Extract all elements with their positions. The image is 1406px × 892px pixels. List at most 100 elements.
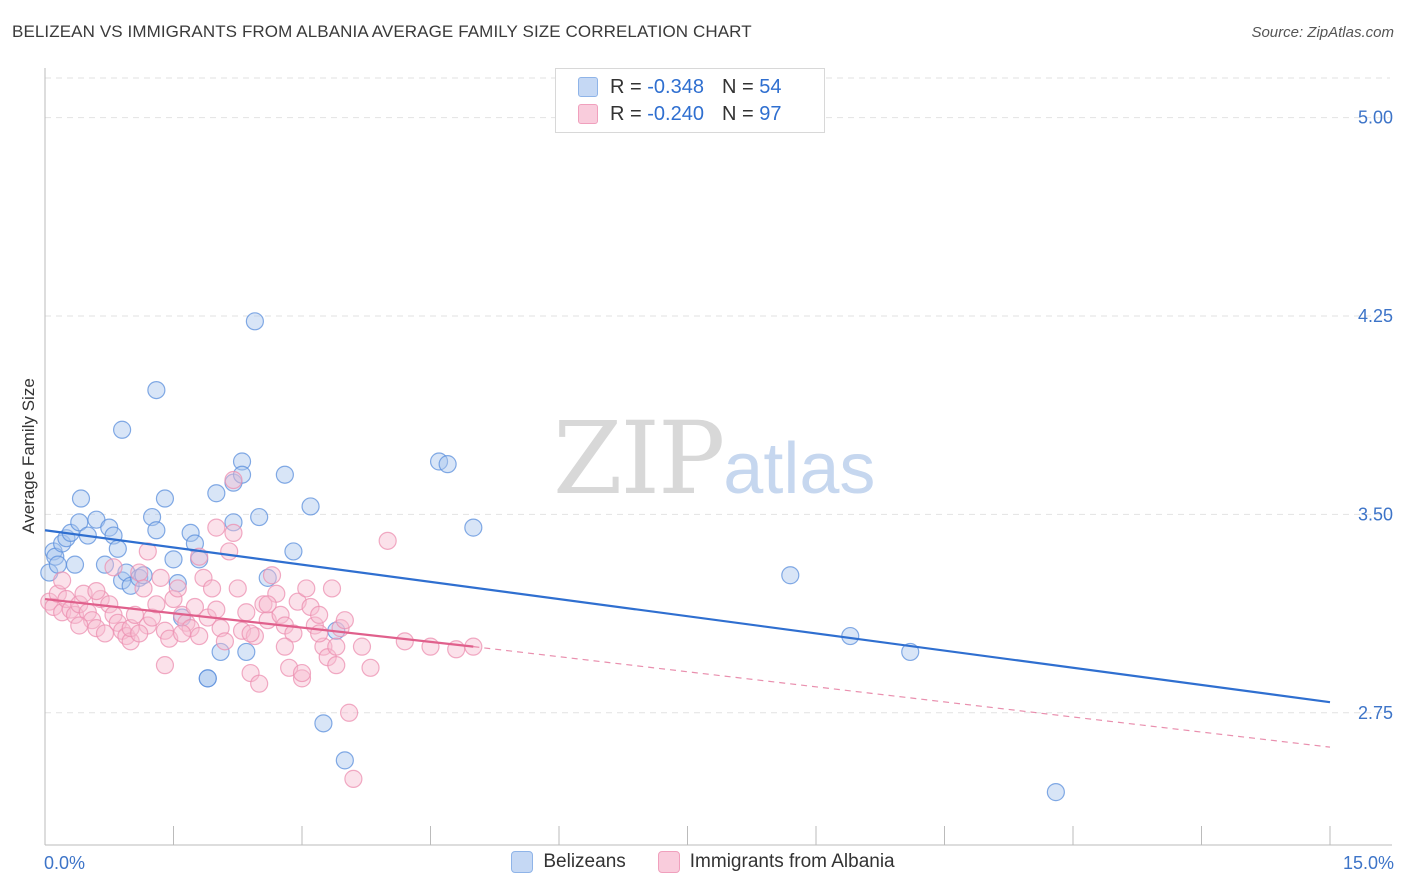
albania-point bbox=[250, 674, 269, 693]
belizean-point bbox=[250, 507, 269, 527]
albania-point bbox=[202, 579, 222, 598]
belizean-trend-line bbox=[44, 529, 1331, 704]
legend-n-value: 97 bbox=[759, 102, 782, 125]
belizean-point bbox=[314, 714, 333, 733]
belizean-point bbox=[464, 518, 483, 537]
y-tick-label: 5.00 bbox=[1358, 108, 1393, 128]
axes bbox=[44, 68, 1392, 846]
data-points bbox=[40, 312, 1065, 802]
albania-point bbox=[271, 605, 290, 625]
legend-row-albania: R = -0.240 N = 97 bbox=[578, 101, 781, 127]
albania-point bbox=[134, 579, 153, 598]
legend-r-value: -0.240 bbox=[647, 102, 704, 125]
belizean-point bbox=[112, 420, 132, 439]
belizean-point bbox=[275, 465, 294, 484]
series-swatch-belizeans bbox=[511, 851, 534, 873]
belizean-point bbox=[211, 642, 230, 662]
albania-point bbox=[327, 656, 346, 675]
albania-point bbox=[284, 624, 303, 643]
watermark-zip: ZIP bbox=[553, 400, 725, 517]
albania-point bbox=[70, 616, 89, 635]
albania-point bbox=[168, 579, 187, 598]
belizean-point bbox=[155, 489, 175, 508]
albania-point bbox=[262, 566, 282, 585]
belizean-point bbox=[245, 312, 264, 331]
belizean-point bbox=[232, 452, 252, 471]
albania-point bbox=[155, 656, 175, 675]
belizean-point bbox=[65, 555, 85, 574]
belizean-point bbox=[164, 550, 183, 569]
belizean-point bbox=[48, 555, 67, 574]
albania-point bbox=[335, 611, 354, 630]
y-axis-label: Average Family Size bbox=[19, 378, 38, 534]
albania-point bbox=[327, 637, 346, 656]
belizean-point bbox=[207, 484, 226, 503]
albania-point bbox=[87, 581, 106, 601]
belizean-point bbox=[147, 380, 166, 400]
albania-point bbox=[207, 518, 226, 537]
albania-point bbox=[322, 579, 342, 598]
belizean-point bbox=[232, 465, 252, 484]
y-tick-label: 3.50 bbox=[1358, 504, 1393, 524]
albania-point bbox=[224, 470, 243, 490]
belizean-point bbox=[224, 513, 243, 532]
series-legend-belizeans[interactable]: Belizeans bbox=[511, 851, 626, 873]
albania-point bbox=[395, 632, 414, 651]
belizean-point bbox=[147, 521, 166, 540]
albania-point bbox=[241, 624, 260, 643]
watermark: ZIPatlas bbox=[553, 400, 875, 517]
belizean-point bbox=[181, 523, 200, 543]
watermark-atlas: atlas bbox=[723, 429, 876, 509]
correlation-legend: R = -0.348 N = 54 R = -0.240 N = 97 bbox=[555, 68, 825, 133]
trend-lines bbox=[44, 529, 1331, 748]
legend-r-label: R = bbox=[610, 102, 642, 125]
albania-point bbox=[147, 595, 166, 614]
albania-point bbox=[151, 568, 170, 587]
y-tick-label: 4.25 bbox=[1358, 306, 1393, 326]
belizean-point bbox=[198, 669, 217, 688]
belizean-point bbox=[841, 626, 860, 646]
albania-point bbox=[258, 595, 277, 614]
legend-swatch-albania bbox=[578, 104, 598, 124]
albania-point bbox=[130, 624, 149, 643]
albania-point bbox=[310, 605, 329, 625]
albania-point bbox=[378, 531, 397, 550]
albania-point bbox=[190, 626, 209, 646]
y-tick-label: 2.75 bbox=[1358, 703, 1393, 723]
albania-point bbox=[297, 579, 316, 598]
series-label-belizeans: Belizeans bbox=[543, 851, 626, 872]
albania-point bbox=[130, 563, 149, 582]
albania-point bbox=[344, 769, 363, 788]
albania-point bbox=[340, 703, 359, 722]
x-tick-label: 0.0% bbox=[44, 853, 85, 873]
albania-point bbox=[310, 624, 329, 643]
albania-point bbox=[361, 658, 380, 677]
legend-r-value: -0.348 bbox=[647, 75, 704, 98]
legend-row-belizeans: R = -0.348 N = 54 bbox=[578, 74, 781, 100]
albania-point bbox=[224, 523, 243, 543]
albania-point bbox=[292, 663, 312, 683]
legend-swatch-belizeans bbox=[578, 77, 598, 97]
source-label: Source: ZipAtlas.com bbox=[1251, 24, 1394, 41]
albania-trend-extension bbox=[473, 646, 1331, 748]
belizean-point bbox=[335, 751, 354, 770]
axis-labels: 2.75 3.50 4.25 5.00 0.0% 15.0% Average Family … bbox=[19, 108, 1394, 873]
albania-point bbox=[207, 600, 226, 619]
legend-r-label: R = bbox=[610, 75, 642, 98]
belizean-point bbox=[108, 539, 127, 558]
albania-point bbox=[275, 637, 294, 656]
albania-point bbox=[172, 624, 192, 643]
albania-trend-line bbox=[44, 597, 474, 648]
albania-point bbox=[352, 637, 372, 656]
albania-point bbox=[220, 542, 239, 561]
x-tick-label: 15.0% bbox=[1343, 853, 1394, 873]
series-label-albania: Immigrants from Albania bbox=[689, 851, 895, 872]
belizean-point bbox=[1046, 783, 1065, 802]
series-swatch-albania bbox=[657, 851, 680, 873]
series-legend-albania[interactable]: Immigrants from Albania bbox=[657, 851, 895, 873]
belizean-point bbox=[237, 642, 256, 662]
belizean-point bbox=[438, 455, 457, 474]
albania-point bbox=[53, 571, 72, 590]
albania-point bbox=[215, 632, 234, 651]
